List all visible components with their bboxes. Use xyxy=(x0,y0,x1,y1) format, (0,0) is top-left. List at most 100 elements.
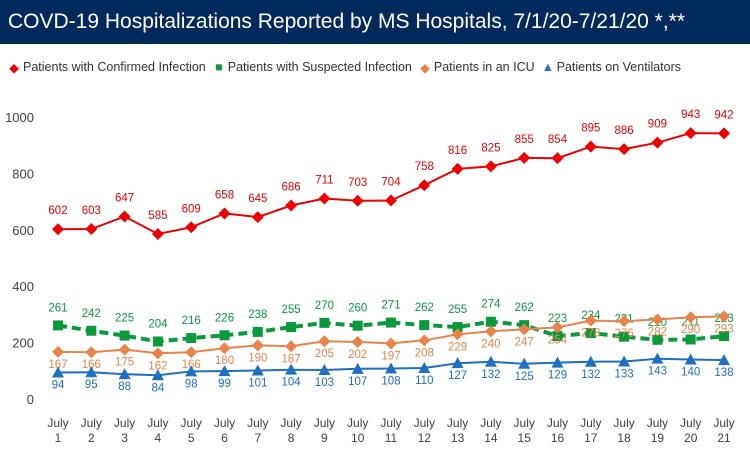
data-label: 274 xyxy=(481,299,501,311)
data-point xyxy=(351,194,364,207)
data-point xyxy=(618,355,631,367)
data-label: 208 xyxy=(415,347,434,359)
data-point xyxy=(152,336,163,347)
data-point xyxy=(352,320,363,331)
data-label: 229 xyxy=(448,341,467,353)
data-label: 127 xyxy=(448,370,467,382)
data-label: 104 xyxy=(282,377,302,389)
data-point xyxy=(419,320,430,331)
data-point xyxy=(584,314,597,327)
data-point xyxy=(285,340,298,353)
legend-label: Patients in an ICU xyxy=(433,60,535,74)
data-label: 140 xyxy=(681,367,700,379)
data-point xyxy=(285,199,298,212)
data-label: 255 xyxy=(448,304,467,316)
data-label: 658 xyxy=(215,189,234,201)
data-point xyxy=(85,366,98,378)
legend-label: Patients on Ventilators xyxy=(556,60,682,74)
x-tick-label: July 2 xyxy=(81,416,102,445)
data-label: 262 xyxy=(515,302,534,314)
data-point xyxy=(285,363,298,375)
data-point xyxy=(219,330,230,341)
data-label: 278 xyxy=(581,328,600,340)
x-tick-label: July 14 xyxy=(480,416,501,445)
x-tick-label: July 3 xyxy=(114,416,135,445)
x-tick-label: July 15 xyxy=(514,416,535,445)
data-label: 271 xyxy=(381,300,400,312)
data-point xyxy=(218,365,231,377)
data-label: 110 xyxy=(415,375,433,387)
data-point xyxy=(251,339,264,352)
data-label: 103 xyxy=(315,377,334,389)
data-point xyxy=(385,362,397,374)
data-point xyxy=(484,325,497,338)
data-label: 254 xyxy=(548,334,568,346)
x-tick-label: July 19 xyxy=(647,416,668,445)
data-point xyxy=(85,222,98,235)
data-label: 180 xyxy=(215,355,234,367)
data-label: 138 xyxy=(714,367,733,379)
data-point xyxy=(684,127,697,140)
y-tick-label: 600 xyxy=(12,223,34,238)
data-point xyxy=(719,331,729,342)
data-label: 143 xyxy=(648,366,667,378)
data-label: 855 xyxy=(515,134,534,146)
legend-item-ventilators: ▲ Patients on Ventilators xyxy=(542,60,681,74)
x-tick-label: July 5 xyxy=(181,416,202,445)
x-tick-label: July 7 xyxy=(247,416,268,445)
data-point xyxy=(53,320,63,331)
data-point xyxy=(286,322,297,333)
data-label: 585 xyxy=(148,210,167,222)
data-point xyxy=(584,140,597,153)
data-point xyxy=(86,325,97,336)
data-label: 204 xyxy=(148,318,168,330)
data-label: 293 xyxy=(714,323,733,335)
data-label: 166 xyxy=(82,359,101,371)
data-point xyxy=(118,210,131,223)
data-label: 167 xyxy=(48,359,67,371)
data-label: 166 xyxy=(182,359,201,371)
data-label: 223 xyxy=(548,313,567,325)
data-point xyxy=(518,357,531,369)
x-tick-label: July 18 xyxy=(613,416,634,445)
data-label: 242 xyxy=(82,308,101,320)
data-label: 240 xyxy=(481,338,500,350)
data-point xyxy=(118,368,131,380)
x-tick-label: July 12 xyxy=(414,416,435,445)
data-label: 703 xyxy=(348,177,367,189)
data-label: 276 xyxy=(615,328,634,340)
data-point xyxy=(451,328,464,341)
data-label: 943 xyxy=(681,109,700,121)
data-label: 261 xyxy=(48,302,67,314)
data-label: 602 xyxy=(48,205,67,217)
data-label: 247 xyxy=(515,336,534,348)
data-point xyxy=(618,315,631,328)
data-label: 282 xyxy=(648,326,667,338)
data-label: 108 xyxy=(381,376,400,388)
x-tick-label: July 17 xyxy=(580,416,601,445)
data-point xyxy=(251,211,264,224)
data-label: 129 xyxy=(548,370,567,382)
x-tick-label: July 8 xyxy=(280,416,301,445)
data-label: 645 xyxy=(248,193,267,205)
data-point xyxy=(119,330,130,341)
data-label: 125 xyxy=(515,371,534,383)
data-point xyxy=(318,335,331,348)
data-label: 133 xyxy=(615,368,634,380)
data-point xyxy=(118,343,131,356)
chart-legend: ◆ Patients with Confirmed Infection ■ Pa… xyxy=(8,56,748,78)
x-tick-label: July 11 xyxy=(380,416,401,445)
y-tick-label: 200 xyxy=(12,336,34,351)
data-label: 238 xyxy=(248,309,267,321)
data-label: 854 xyxy=(548,134,568,146)
data-label: 98 xyxy=(185,378,198,390)
data-point xyxy=(718,127,730,140)
data-point xyxy=(151,369,164,381)
data-point xyxy=(584,355,597,367)
chart-title: COVD-19 Hospitalizations Reported by MS … xyxy=(0,0,750,44)
data-point xyxy=(618,143,631,156)
data-point xyxy=(552,331,563,342)
data-label: 290 xyxy=(681,324,700,336)
data-label: 895 xyxy=(581,123,600,135)
